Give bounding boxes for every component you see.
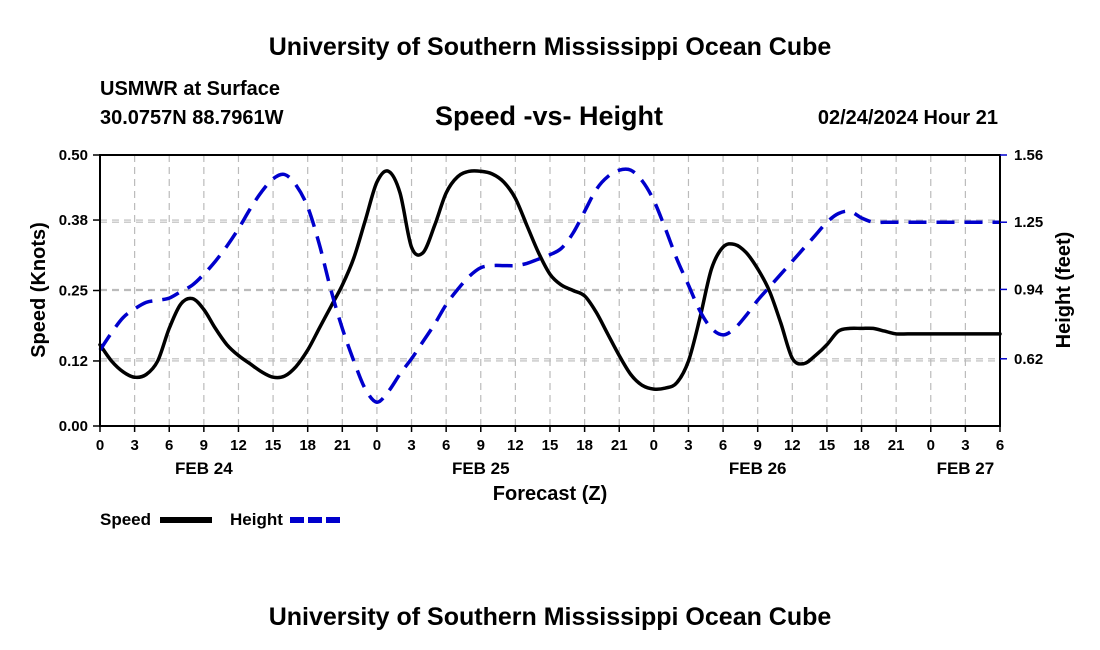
x-tick-label: 0 xyxy=(650,437,658,454)
legend-speed-label: Speed xyxy=(100,510,151,529)
station-coords: 30.0757N 88.7961W xyxy=(100,107,284,129)
x-tick-label: 9 xyxy=(200,437,208,454)
y-left-tick-label: 0.38 xyxy=(59,212,88,229)
x-tick-label: 12 xyxy=(507,437,524,454)
x-tick-label: 0 xyxy=(927,437,935,454)
x-tick-label: 6 xyxy=(165,437,173,454)
date-label: FEB 26 xyxy=(729,459,787,478)
grid xyxy=(100,154,1000,426)
series-line-height xyxy=(98,167,1000,404)
y-right-tick-label: 1.56 xyxy=(1014,147,1043,164)
y-left-tick-label: 0.50 xyxy=(59,147,88,164)
y-left-tick-label: 0.00 xyxy=(59,418,88,435)
y-right-tick-label: 0.62 xyxy=(1014,351,1043,368)
x-tick-label: 6 xyxy=(442,437,450,454)
x-tick-label: 18 xyxy=(853,437,870,454)
x-tick-label: 0 xyxy=(373,437,381,454)
date-label: FEB 27 xyxy=(937,459,995,478)
x-tick-label: 3 xyxy=(130,437,138,454)
x-axis-label: Forecast (Z) xyxy=(493,483,607,505)
page-title: University of Southern Mississippi Ocean… xyxy=(269,33,832,61)
chart-title: Speed -vs- Height xyxy=(435,101,663,131)
x-tick-label: 9 xyxy=(477,437,485,454)
x-tick-label: 6 xyxy=(996,437,1004,454)
y-right-tick-label: 0.94 xyxy=(1014,281,1044,298)
x-tick-label: 12 xyxy=(230,437,247,454)
date-label: FEB 24 xyxy=(175,459,233,478)
series-line-speed xyxy=(98,169,1002,392)
ticks: 0 3 6 9 12 15 18 21 0 3 6 9 12 15 18 21 0 3 6 9 12 15 18 21 0 3 6F… xyxy=(59,147,1044,478)
legend-height-label: Height xyxy=(230,510,283,529)
x-tick-label: 9 xyxy=(754,437,762,454)
x-tick-label: 3 xyxy=(961,437,969,454)
x-tick-label: 3 xyxy=(407,437,415,454)
x-tick-label: 12 xyxy=(784,437,801,454)
y-axis-left-label: Speed (Knots) xyxy=(28,222,50,358)
date-label: FEB 25 xyxy=(452,459,510,478)
station-label: USMWR at Surface xyxy=(100,78,280,100)
x-tick-label: 21 xyxy=(611,437,628,454)
y-left-tick-label: 0.25 xyxy=(59,283,88,300)
x-tick-label: 6 xyxy=(719,437,727,454)
x-tick-label: 15 xyxy=(265,437,282,454)
forecast-datetime: 02/24/2024 Hour 21 xyxy=(818,107,998,129)
y-left-tick-label: 0.12 xyxy=(59,353,88,370)
series-layer xyxy=(98,167,1002,404)
x-tick-label: 0 xyxy=(96,437,104,454)
y-right-tick-label: 1.25 xyxy=(1014,214,1043,231)
x-tick-label: 21 xyxy=(888,437,905,454)
footer-title: University of Southern Mississippi Ocean… xyxy=(269,603,832,631)
x-tick-label: 18 xyxy=(576,437,593,454)
x-tick-label: 3 xyxy=(684,437,692,454)
x-tick-label: 18 xyxy=(299,437,316,454)
x-tick-label: 15 xyxy=(542,437,559,454)
x-tick-label: 15 xyxy=(819,437,836,454)
x-tick-label: 21 xyxy=(334,437,351,454)
legend: Speed Height xyxy=(100,510,342,529)
y-axis-right-label: Height (feet) xyxy=(1053,232,1075,349)
